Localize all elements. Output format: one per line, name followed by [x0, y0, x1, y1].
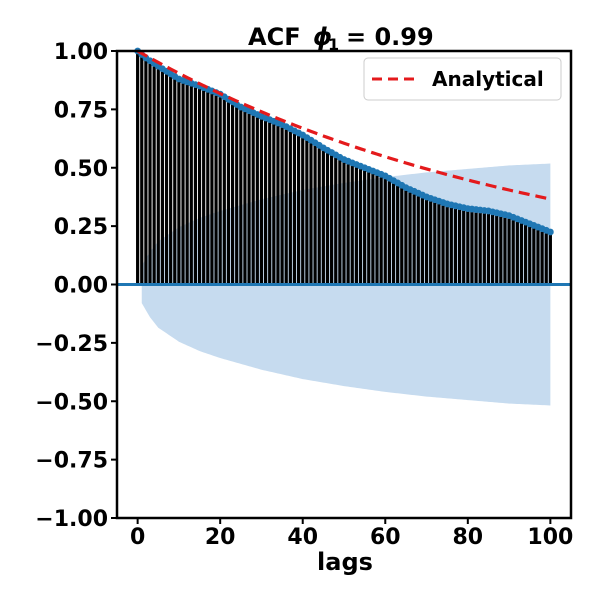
axes: 1.00 0.75 0.50 0.25 0.00 −0.25 −0.50 −0.75 −1.00… [35, 40, 573, 550]
chart-title-text: ACF [248, 23, 301, 51]
y-tick-label: 0.75 [54, 98, 108, 123]
y-tick-label: −1.00 [35, 507, 108, 532]
analytical-line [136, 49, 551, 201]
x-tick-label: 40 [287, 525, 318, 550]
chart-title-symbol: ϕ [313, 23, 332, 51]
legend: Analytical [363, 57, 562, 101]
legend-box [363, 57, 562, 101]
chart-title: ACF ϕ 1 = 0.99 [248, 23, 434, 54]
y-tick-label: 0.50 [54, 157, 108, 182]
y-tick-label: 1.00 [54, 40, 108, 65]
acf-marker [546, 228, 554, 236]
y-tick-label: 0.00 [54, 274, 108, 299]
x-tick-label: 60 [370, 525, 401, 550]
x-tick-label: 0 [130, 525, 145, 550]
y-tick-label: 0.25 [54, 215, 108, 240]
y-tick-label: −0.25 [35, 332, 108, 357]
x-axis-label: lags [317, 548, 373, 576]
chart-title-subscript: 1 [328, 35, 339, 54]
legend-analytical-label: Analytical [432, 67, 544, 91]
acf-stems [136, 51, 552, 285]
x-tick-label: 100 [527, 525, 573, 550]
y-tick-label: −0.75 [35, 449, 108, 474]
y-tick-label: −0.50 [35, 390, 108, 415]
chart-title-value: = 0.99 [346, 23, 434, 51]
x-tick-label: 20 [205, 525, 236, 550]
x-tick-label: 80 [453, 525, 484, 550]
analytical-curve [136, 49, 551, 201]
